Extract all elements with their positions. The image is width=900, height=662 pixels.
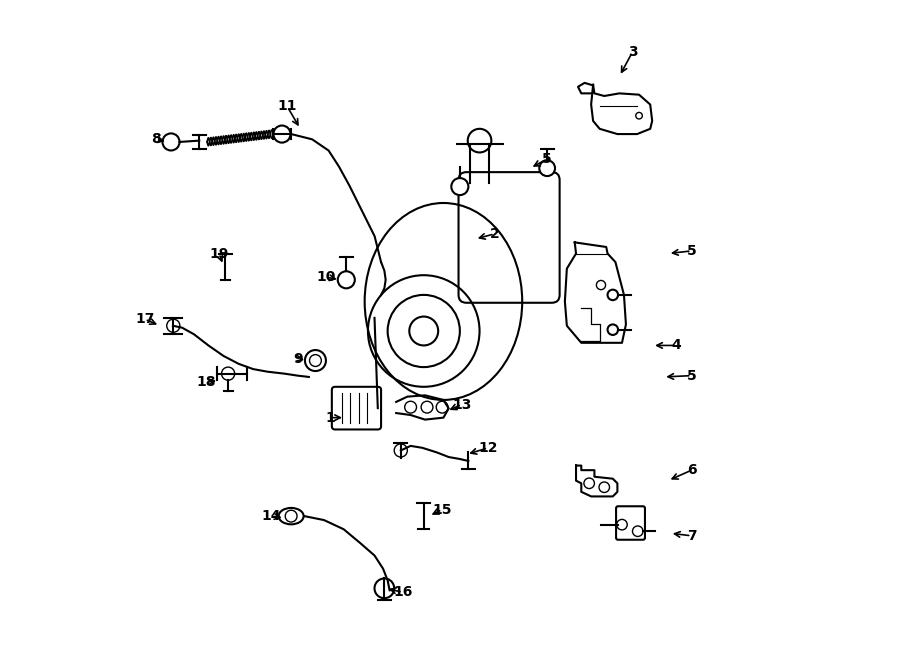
Circle shape <box>221 367 235 380</box>
Text: 17: 17 <box>135 312 155 326</box>
Text: 16: 16 <box>393 585 412 599</box>
Circle shape <box>374 579 394 598</box>
Text: 8: 8 <box>151 132 161 146</box>
Text: 9: 9 <box>292 352 302 365</box>
Circle shape <box>166 319 180 332</box>
Text: 5: 5 <box>543 152 552 166</box>
Text: 1: 1 <box>326 410 336 424</box>
Text: 15: 15 <box>432 502 452 516</box>
Text: 13: 13 <box>452 397 472 412</box>
Text: 19: 19 <box>209 246 229 261</box>
Ellipse shape <box>279 508 303 524</box>
Text: 11: 11 <box>277 99 297 113</box>
Text: 14: 14 <box>262 509 281 523</box>
Text: 5: 5 <box>687 244 697 258</box>
Circle shape <box>451 178 468 195</box>
Text: 5: 5 <box>687 369 697 383</box>
Text: 18: 18 <box>196 375 216 389</box>
Circle shape <box>274 126 291 142</box>
Text: 4: 4 <box>671 338 681 352</box>
Circle shape <box>608 324 618 335</box>
Circle shape <box>305 350 326 371</box>
Circle shape <box>338 271 355 289</box>
Circle shape <box>608 290 618 300</box>
Text: 6: 6 <box>687 463 697 477</box>
Circle shape <box>163 134 179 150</box>
Circle shape <box>616 520 627 530</box>
Text: 10: 10 <box>317 270 337 284</box>
Text: 3: 3 <box>627 45 637 59</box>
Circle shape <box>633 526 643 536</box>
Text: 12: 12 <box>478 441 498 455</box>
Text: 2: 2 <box>490 227 500 241</box>
Circle shape <box>539 160 555 176</box>
Text: 7: 7 <box>687 529 697 543</box>
Circle shape <box>394 444 408 457</box>
